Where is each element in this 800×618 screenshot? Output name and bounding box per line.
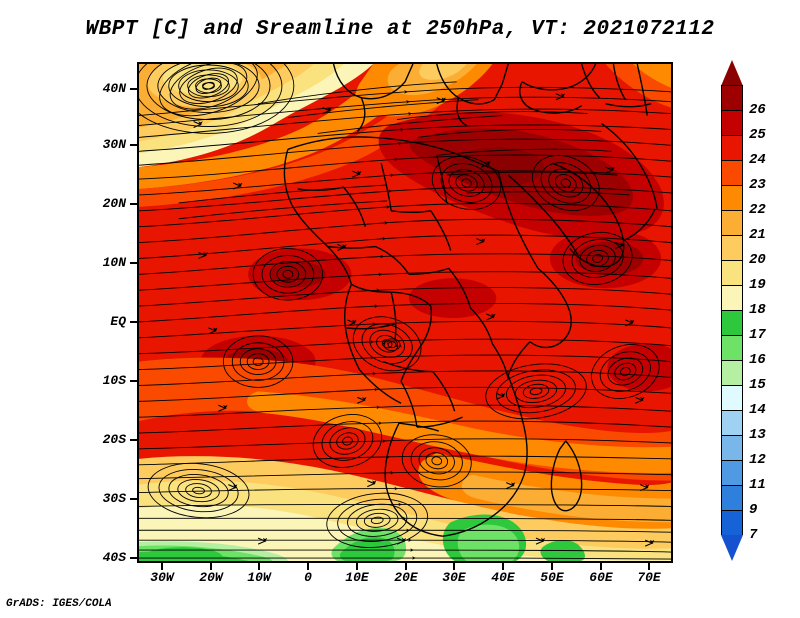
- colorbar-band-11: [722, 461, 742, 486]
- y-axis-tick: [130, 144, 137, 146]
- y-axis-tick: [130, 439, 137, 441]
- x-axis-label-20w: 20W: [199, 570, 223, 585]
- colorbar-label-13: 13: [749, 427, 766, 443]
- colorbar-band-23: [722, 161, 742, 186]
- x-axis-tick: [600, 563, 602, 570]
- y-axis-label-30s: 30S: [102, 491, 126, 506]
- colorbar-label-19: 19: [749, 277, 766, 293]
- x-axis-tick: [453, 563, 455, 570]
- x-axis-tick: [551, 563, 553, 570]
- x-axis-tick: [648, 563, 650, 570]
- colorbar-label-25: 25: [749, 127, 766, 143]
- colorbar-label-21: 21: [749, 227, 766, 243]
- x-axis-label-10e: 10E: [345, 570, 369, 585]
- x-axis-tick: [356, 563, 358, 570]
- x-axis-label-30e: 30E: [442, 570, 466, 585]
- colorbar-label-12: 12: [749, 452, 766, 468]
- colorbar-band-13: [722, 411, 742, 436]
- x-axis-tick: [502, 563, 504, 570]
- x-axis-label-30w: 30W: [150, 570, 174, 585]
- map-plot-area: [137, 62, 673, 563]
- x-axis-label-10w: 10W: [247, 570, 271, 585]
- wbpt-contour-fill-layer: [139, 64, 671, 561]
- x-axis-label-20e: 20E: [394, 570, 418, 585]
- y-axis-tick: [130, 321, 137, 323]
- x-axis-tick: [405, 563, 407, 570]
- colorbar-label-14: 14: [749, 402, 766, 418]
- x-axis-tick: [210, 563, 212, 570]
- y-axis-label-40n: 40N: [102, 81, 126, 96]
- x-axis-label-60e: 60E: [589, 570, 613, 585]
- y-axis-tick: [130, 203, 137, 205]
- x-axis-tick: [161, 563, 163, 570]
- colorbar-label-22: 22: [749, 202, 766, 218]
- y-axis-tick: [130, 557, 137, 559]
- streamline-layer: [139, 64, 671, 560]
- page-title: WBPT [C] and Sreamline at 250hPa, VT: 20…: [85, 18, 715, 41]
- y-axis-tick: [130, 380, 137, 382]
- x-axis-label-40e: 40E: [491, 570, 515, 585]
- y-axis-label-20s: 20S: [102, 432, 126, 447]
- colorbar-band-26: [722, 86, 742, 111]
- colorbar-band-21: [722, 211, 742, 236]
- x-axis-tick: [258, 563, 260, 570]
- colorbar-band-19: [722, 261, 742, 286]
- colorbar-label-16: 16: [749, 352, 766, 368]
- y-axis-tick: [130, 498, 137, 500]
- colorbar-band-25: [722, 111, 742, 136]
- y-axis-tick: [130, 262, 137, 264]
- colorbar-band-14: [722, 386, 742, 411]
- colorbar-band-20: [722, 236, 742, 261]
- colorbar-label-23: 23: [749, 177, 766, 193]
- y-axis-label-10n: 10N: [102, 255, 126, 270]
- colorbar-band-17: [722, 311, 742, 336]
- colorbar-band-15: [722, 361, 742, 386]
- colorbar-label-15: 15: [749, 377, 766, 393]
- colorbar-label-9: 9: [749, 502, 758, 518]
- y-axis-label-40s: 40S: [102, 550, 126, 565]
- colorbar-bottom-arrow: [721, 535, 743, 561]
- colorbar-label-24: 24: [749, 152, 766, 168]
- colorbar-label-17: 17: [749, 327, 766, 343]
- colorbar-band-16: [722, 336, 742, 361]
- colorbar-label-18: 18: [749, 302, 766, 318]
- credit-text: GrADS: IGES/COLA: [6, 598, 112, 610]
- colorbar: [721, 85, 743, 536]
- colorbar-band-22: [722, 186, 742, 211]
- y-axis-label-10s: 10S: [102, 373, 126, 388]
- y-axis-label-eq: EQ: [110, 314, 126, 329]
- colorbar-band-24: [722, 136, 742, 161]
- country-borders-layer: [283, 64, 658, 537]
- colorbar-label-11: 11: [749, 477, 766, 493]
- x-axis-label-0: 0: [304, 570, 312, 585]
- colorbar-top-arrow: [721, 60, 743, 86]
- colorbar-band-18: [722, 286, 742, 311]
- y-axis-label-20n: 20N: [102, 196, 126, 211]
- colorbar-band-12: [722, 436, 742, 461]
- colorbar-label-26: 26: [749, 102, 766, 118]
- x-axis-label-50e: 50E: [540, 570, 564, 585]
- y-axis-tick: [130, 88, 137, 90]
- colorbar-band-9: [722, 486, 742, 511]
- colorbar-band-7: [722, 511, 742, 536]
- x-axis-label-70e: 70E: [637, 570, 661, 585]
- y-axis-label-30n: 30N: [102, 137, 126, 152]
- colorbar-label-20: 20: [749, 252, 766, 268]
- x-axis-tick: [307, 563, 309, 570]
- colorbar-label-7: 7: [749, 527, 758, 543]
